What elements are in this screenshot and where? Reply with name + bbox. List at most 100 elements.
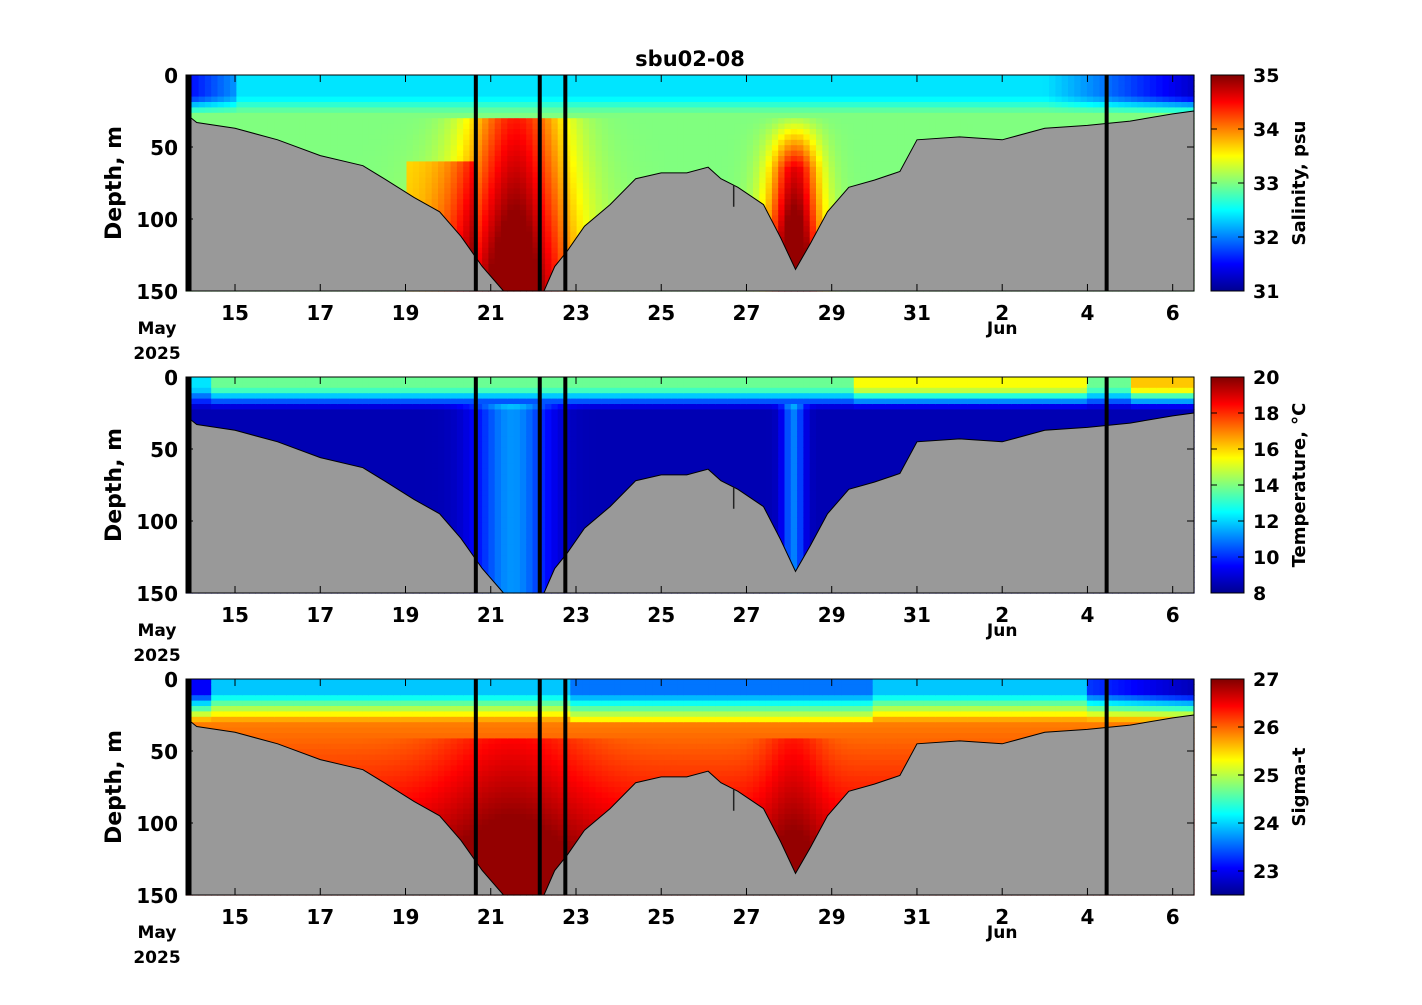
- heatmap-cell: [822, 145, 830, 152]
- heatmap-cell: [211, 102, 219, 108]
- heatmap-cell: [891, 75, 899, 81]
- heatmap-cell: [614, 166, 622, 173]
- heatmap-cell: [501, 80, 508, 87]
- heatmap-cell: [488, 129, 496, 135]
- heatmap-cell: [677, 123, 685, 130]
- heatmap-cell: [746, 129, 754, 135]
- heatmap-cell: [274, 118, 282, 125]
- heatmap-cell: [293, 123, 300, 130]
- heatmap-cell: [532, 226, 540, 233]
- heatmap-cell: [526, 107, 534, 114]
- heatmap-cell: [790, 188, 798, 195]
- heatmap-cell: [847, 102, 855, 108]
- heatmap-cell: [551, 247, 559, 254]
- heatmap-cell: [513, 118, 521, 125]
- heatmap-cell: [450, 210, 458, 216]
- heatmap-cell: [564, 118, 571, 125]
- heatmap-cell: [847, 161, 855, 168]
- heatmap-cell: [564, 139, 571, 146]
- heatmap-cell: [816, 188, 823, 195]
- heatmap-cell: [343, 85, 351, 92]
- heatmap-cell: [211, 85, 219, 92]
- heatmap-cell: [564, 107, 571, 114]
- heatmap-cell: [671, 161, 678, 168]
- heatmap-cell: [312, 80, 319, 87]
- heatmap-cell: [803, 139, 811, 146]
- heatmap-cell: [412, 123, 420, 130]
- heatmap-cell: [841, 96, 849, 103]
- heatmap-cell: [746, 80, 754, 87]
- heatmap-cell: [809, 226, 817, 233]
- heatmap-cell: [683, 166, 691, 173]
- heatmap-cell: [564, 242, 571, 249]
- heatmap-cell: [677, 91, 685, 98]
- heatmap-cell: [690, 150, 697, 157]
- heatmap-cell: [866, 129, 874, 135]
- heatmap-cell: [488, 166, 496, 173]
- heatmap-cell: [337, 102, 345, 108]
- heatmap-cell: [293, 75, 300, 81]
- heatmap-cell: [318, 134, 326, 141]
- heatmap-cell: [349, 85, 357, 92]
- heatmap-cell: [532, 134, 540, 141]
- heatmap-cell: [778, 150, 786, 157]
- heatmap-cell: [778, 139, 786, 146]
- heatmap-cell: [425, 145, 433, 152]
- heatmap-cell: [690, 166, 697, 173]
- heatmap-cell: [740, 183, 748, 189]
- heatmap-cell: [765, 177, 773, 184]
- heatmap-cell: [431, 96, 439, 103]
- heatmap-cell: [532, 156, 540, 162]
- heatmap-cell: [860, 102, 867, 108]
- heatmap-cell: [614, 96, 622, 103]
- heatmap-cell: [872, 107, 880, 114]
- heatmap-cell: [513, 193, 521, 200]
- heatmap-cell: [557, 156, 565, 162]
- heatmap-cell: [809, 112, 817, 119]
- heatmap-cell: [450, 134, 458, 141]
- heatmap-cell: [438, 134, 445, 141]
- heatmap-cell: [879, 145, 886, 152]
- heatmap-cell: [532, 129, 540, 135]
- heatmap-cell: [708, 145, 716, 152]
- heatmap-cell: [513, 210, 521, 216]
- heatmap-cell: [223, 85, 231, 92]
- heatmap-cell: [721, 107, 729, 114]
- heatmap-cell: [960, 123, 968, 130]
- heatmap-cell: [444, 129, 452, 135]
- heatmap-cell: [545, 247, 552, 254]
- heatmap-cell: [746, 123, 754, 130]
- heatmap-cell: [223, 102, 231, 108]
- heatmap-cell: [419, 118, 426, 125]
- heatmap-cell: [494, 253, 502, 260]
- heatmap-cell: [488, 237, 496, 243]
- heatmap-cell: [526, 193, 534, 200]
- heatmap-cell: [267, 91, 275, 98]
- heatmap-cell: [872, 85, 880, 92]
- heatmap-cell: [488, 172, 496, 179]
- heatmap-cell: [690, 118, 697, 125]
- heatmap-cell: [526, 226, 534, 233]
- heatmap-cell: [211, 80, 219, 87]
- heatmap-cell: [664, 123, 672, 130]
- heatmap-cell: [608, 150, 615, 157]
- heatmap-cell: [469, 188, 477, 195]
- heatmap-cell: [620, 166, 628, 173]
- heatmap-cell: [305, 139, 313, 146]
- heatmap-cell: [488, 91, 496, 98]
- heatmap-cell: [715, 85, 723, 92]
- heatmap-cell: [589, 199, 597, 206]
- heatmap-cell: [816, 145, 823, 152]
- heatmap-cell: [438, 118, 445, 125]
- heatmap-cell: [532, 280, 540, 287]
- heatmap-cell: [412, 75, 420, 81]
- heatmap-cell: [419, 145, 426, 152]
- heatmap-cell: [501, 231, 508, 238]
- heatmap-cell: [532, 231, 540, 238]
- heatmap-cell: [790, 118, 798, 125]
- heatmap-cell: [601, 145, 609, 152]
- heatmap-cell: [274, 96, 282, 103]
- heatmap-cell: [910, 85, 918, 92]
- heatmap-cell: [305, 91, 313, 98]
- heatmap-cell: [431, 118, 439, 125]
